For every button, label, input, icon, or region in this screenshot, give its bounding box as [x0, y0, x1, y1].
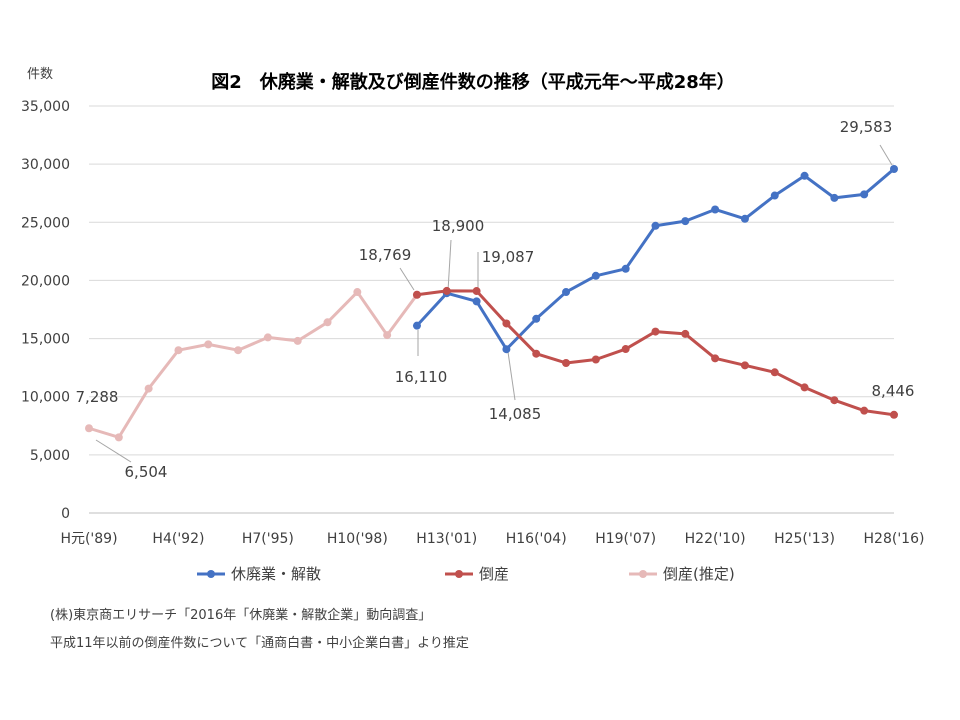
data-label: 6,504: [125, 463, 168, 481]
source-note: (株)東京商エリサーチ「2016年「休廃業・解散企業」動向調査」: [50, 608, 432, 623]
annotation-leaders: [95, 144, 893, 463]
data-point: [681, 329, 690, 338]
y-tick-label: 35,000: [21, 99, 70, 115]
data-point: [234, 346, 243, 355]
annotation-leader: [399, 267, 415, 291]
x-tick-label: H28('16): [864, 531, 925, 547]
data-point: [204, 340, 213, 349]
data-point: [562, 358, 571, 367]
x-tick-label: H7('95): [242, 531, 294, 547]
annotation-leader: [95, 439, 132, 463]
data-point: [323, 318, 332, 327]
legend-marker: [455, 570, 463, 578]
data-point: [651, 221, 660, 230]
annotation-leader: [507, 351, 516, 401]
data-label: 7,288: [76, 388, 119, 406]
data-point: [711, 205, 720, 214]
estimate-note: 平成11年以前の倒産件数について「通商白書・中小企業白書」より推定: [50, 636, 469, 651]
y-tick-label: 0: [61, 506, 70, 522]
data-point: [890, 410, 898, 419]
data-point: [412, 321, 421, 330]
data-point: [711, 354, 720, 363]
annotation-leader: [879, 144, 893, 166]
data-point: [740, 361, 749, 370]
data-point: [591, 355, 600, 364]
data-point: [144, 384, 153, 393]
data-point: [740, 214, 749, 223]
annotations-group: 7,288 6,504 18,769 18,900 19,087 16,110 14,085…: [76, 118, 915, 481]
data-point: [770, 368, 779, 377]
series-group: [85, 164, 898, 442]
data-point: [830, 396, 839, 405]
data-point: [472, 297, 481, 306]
data-point: [174, 346, 183, 355]
data-point: [860, 406, 869, 415]
data-point: [562, 288, 571, 297]
data-point: [621, 264, 630, 273]
x-tick-label: H16('04): [506, 531, 567, 547]
data-point: [770, 191, 779, 200]
data-point: [263, 333, 272, 342]
data-label: 19,087: [482, 248, 535, 266]
data-point: [800, 171, 809, 180]
data-point: [621, 345, 630, 354]
x-tick-label: H13('01): [416, 531, 477, 547]
legend-marker: [207, 570, 215, 578]
x-tick-label: H元('89): [60, 531, 117, 547]
y-axis-label: 件数: [27, 67, 53, 82]
series-line: [416, 289, 895, 417]
legend-marker: [639, 570, 647, 578]
data-label: 18,900: [432, 217, 485, 235]
y-tick-label: 25,000: [21, 215, 70, 231]
legend-label: 休廃業・解散: [231, 565, 321, 583]
x-tick-label: H4('92): [152, 531, 204, 547]
y-tick-label: 20,000: [21, 273, 70, 289]
data-point: [85, 424, 93, 433]
series-line: [88, 290, 419, 439]
data-point: [502, 345, 511, 354]
legend-label: 倒産(推定): [663, 565, 735, 583]
data-point: [412, 290, 421, 299]
data-point: [651, 327, 660, 336]
y-tick-label: 15,000: [21, 332, 70, 348]
data-point: [472, 287, 481, 296]
x-tick-label: H19('07): [595, 531, 656, 547]
data-point: [681, 217, 690, 226]
data-point: [383, 331, 392, 340]
x-axis-ticks: H元('89) H4('92) H7('95) H10('98) H13('01) H16…: [60, 531, 924, 547]
legend-label: 倒産: [479, 565, 509, 583]
data-point: [442, 286, 451, 295]
data-point: [532, 314, 541, 323]
data-point: [591, 271, 600, 280]
annotation-leader: [447, 239, 452, 292]
y-tick-label: 5,000: [30, 448, 70, 464]
data-point: [502, 319, 511, 328]
x-tick-label: H10('98): [327, 531, 388, 547]
gridlines: [89, 105, 894, 514]
data-label: 16,110: [395, 368, 448, 386]
data-point: [114, 433, 123, 442]
data-point: [860, 190, 869, 199]
data-point: [353, 288, 362, 297]
legend: 休廃業・解散 倒産 倒産(推定): [197, 565, 735, 583]
data-label: 14,085: [489, 405, 542, 423]
data-label: 29,583: [840, 118, 893, 136]
y-tick-label: 10,000: [21, 390, 70, 406]
data-label: 18,769: [359, 246, 412, 264]
data-point: [532, 349, 541, 358]
y-axis-ticks: 0 5,000 10,000 15,000 20,000 25,000 30,000 35,0…: [21, 99, 70, 522]
x-tick-label: H22('10): [685, 531, 746, 547]
data-point: [800, 383, 809, 392]
data-point: [293, 336, 302, 345]
data-point: [890, 164, 898, 173]
x-tick-label: H25('13): [774, 531, 835, 547]
y-tick-label: 30,000: [21, 157, 70, 173]
data-label: 8,446: [872, 382, 915, 400]
chart-title: 図2 休廃業・解散及び倒産件数の推移（平成元年～平成28年）: [211, 71, 735, 93]
data-point: [830, 193, 839, 202]
